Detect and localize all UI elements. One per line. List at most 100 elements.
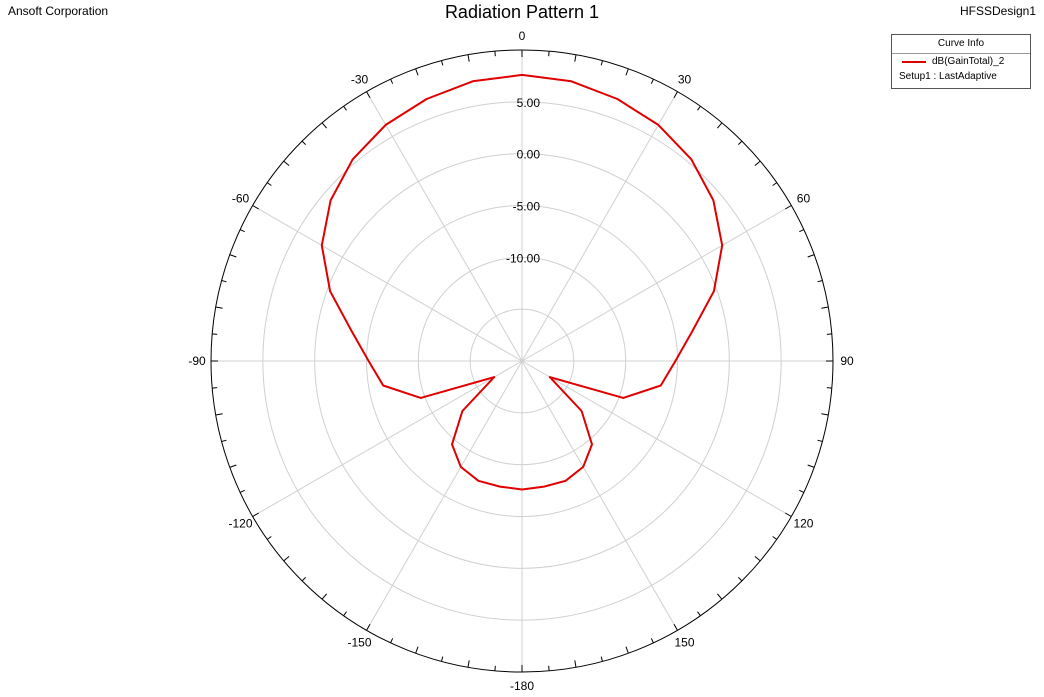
angle-tick-mark bbox=[673, 91, 678, 98]
angle-tick-label: 120 bbox=[793, 517, 813, 531]
grid-circle bbox=[366, 205, 678, 517]
series-point bbox=[712, 199, 715, 202]
series-point bbox=[351, 158, 354, 161]
angle-tick-mark bbox=[252, 205, 259, 210]
legend-swatch bbox=[902, 61, 926, 63]
angle-tick-label: 30 bbox=[678, 73, 692, 87]
series-point bbox=[721, 244, 723, 247]
angle-tick-label: 0 bbox=[519, 29, 526, 43]
angle-tick-mark bbox=[366, 91, 371, 98]
legend-series-name: dB(GainTotal)_2 bbox=[932, 56, 1005, 67]
angle-tick-mark bbox=[301, 577, 306, 582]
series-point bbox=[580, 410, 583, 412]
angle-tick-mark bbox=[441, 656, 444, 662]
angle-tick-label: -60 bbox=[232, 192, 250, 206]
series-point bbox=[329, 199, 332, 202]
angle-tick-mark bbox=[343, 105, 347, 111]
grid-circle bbox=[262, 101, 782, 621]
angle-tick-mark bbox=[807, 254, 815, 258]
angle-tick-mark bbox=[625, 68, 629, 76]
grid-circle bbox=[417, 256, 627, 466]
angle-tick-mark bbox=[239, 489, 245, 493]
angle-tick-mark bbox=[215, 413, 223, 416]
series-point bbox=[570, 80, 573, 83]
grid-circle bbox=[314, 153, 730, 569]
label-layer: 0 30 60 90 120 150 -180 -150 -120 -90 -60 -30 5.00 0.… bbox=[188, 29, 854, 693]
angle-tick-mark bbox=[321, 593, 327, 600]
radial-tick-label: 5.00 bbox=[517, 96, 541, 110]
angle-tick-mark bbox=[229, 464, 237, 468]
series-point bbox=[660, 384, 662, 387]
chart-title: Radiation Pattern 1 bbox=[444, 2, 600, 22]
angle-tick-label: -150 bbox=[347, 635, 371, 649]
angle-tick-mark bbox=[625, 646, 629, 654]
angle-tick-label: -30 bbox=[351, 73, 369, 87]
angle-tick-label: 150 bbox=[674, 635, 694, 649]
angle-tick-mark bbox=[266, 536, 272, 540]
angle-tick-mark bbox=[301, 140, 306, 145]
frame-layer bbox=[210, 49, 834, 673]
radial-tick-label: 0.00 bbox=[517, 148, 541, 162]
angle-tick-mark bbox=[600, 656, 603, 662]
series-point bbox=[499, 485, 501, 488]
series-point bbox=[674, 360, 677, 362]
angle-tick-mark bbox=[817, 439, 823, 442]
angle-tick-mark bbox=[738, 140, 743, 145]
angle-tick-mark bbox=[785, 512, 792, 517]
series-point bbox=[350, 330, 353, 332]
angle-tick-mark bbox=[321, 122, 327, 129]
angle-tick-mark bbox=[574, 54, 577, 62]
angle-tick-mark bbox=[229, 254, 237, 258]
radial-tick-label: -10.00 bbox=[506, 251, 540, 265]
angle-tick-mark bbox=[390, 78, 394, 84]
angle-tick-mark bbox=[283, 556, 290, 562]
angle-tick-mark bbox=[266, 182, 272, 186]
series-point bbox=[471, 80, 474, 83]
angle-tick-mark bbox=[215, 306, 223, 309]
series-point bbox=[425, 98, 428, 100]
series-point bbox=[616, 98, 619, 100]
angle-tick-mark bbox=[415, 68, 419, 76]
angle-tick-mark bbox=[821, 413, 829, 416]
angle-tick-mark bbox=[650, 78, 654, 84]
angle-tick-mark bbox=[467, 54, 470, 62]
angle-tick-mark bbox=[221, 280, 227, 283]
radial-tick-label: -5.00 bbox=[513, 200, 541, 214]
angle-tick-mark bbox=[221, 439, 227, 442]
series-point bbox=[622, 397, 625, 399]
angle-tick-label: -180 bbox=[510, 679, 534, 693]
grid-layer bbox=[211, 50, 833, 672]
angle-tick-mark bbox=[366, 624, 371, 631]
angle-tick-mark bbox=[673, 624, 678, 631]
angle-tick-mark bbox=[817, 280, 823, 283]
angle-tick-mark bbox=[697, 611, 701, 617]
angle-tick-label: -90 bbox=[188, 354, 206, 368]
series-point bbox=[521, 74, 523, 76]
legend-entry: dB(GainTotal)_2 bbox=[892, 54, 1030, 69]
angle-tick-mark bbox=[799, 229, 805, 233]
series-point bbox=[691, 330, 694, 332]
grid-circle bbox=[469, 308, 575, 414]
angle-tick-mark bbox=[799, 489, 805, 493]
series-point bbox=[329, 290, 331, 293]
angle-tick-mark bbox=[717, 593, 723, 600]
angle-tick-mark bbox=[441, 60, 444, 66]
angle-tick-mark bbox=[239, 229, 245, 233]
legend-series-subtitle: Setup1 : LastAdaptive bbox=[899, 71, 997, 82]
series-point bbox=[460, 466, 462, 468]
angle-tick-mark bbox=[343, 611, 347, 617]
angle-tick-mark bbox=[738, 577, 743, 582]
angle-tick-label: -120 bbox=[229, 517, 253, 531]
series-point bbox=[582, 466, 584, 468]
angle-tick-mark bbox=[772, 182, 778, 186]
series-point bbox=[521, 488, 523, 491]
series-point bbox=[713, 290, 715, 293]
legend: Curve Info dB(GainTotal)_2 Setup1 : Last… bbox=[891, 34, 1031, 89]
angle-tick-mark bbox=[754, 556, 761, 562]
company-label: Ansoft Corporation bbox=[8, 4, 109, 18]
series-point bbox=[543, 485, 545, 488]
angle-tick-mark bbox=[807, 464, 815, 468]
angle-tick-mark bbox=[754, 160, 761, 166]
series-point bbox=[564, 480, 567, 482]
angle-tick-mark bbox=[821, 306, 829, 309]
